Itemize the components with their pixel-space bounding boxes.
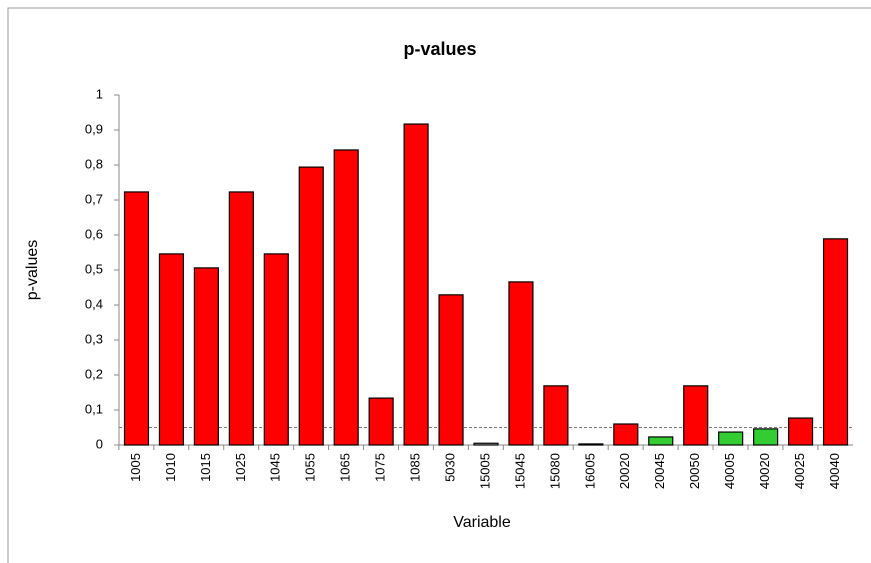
bar <box>508 281 534 446</box>
bar <box>158 253 185 446</box>
y-tick-label: 0,1 <box>85 401 103 416</box>
x-tick-label: 20050 <box>687 453 702 489</box>
y-tick-label: 0,9 <box>85 121 103 136</box>
bar <box>787 417 814 446</box>
y-tick-label: 0,6 <box>85 226 103 241</box>
y-tick-label: 0 <box>96 436 103 451</box>
x-tick-label: 5030 <box>442 453 457 482</box>
bar <box>228 191 254 446</box>
x-tick-label: 16005 <box>582 453 597 489</box>
y-tick-label: 0,3 <box>85 331 103 346</box>
x-axis-label: Variable <box>453 514 511 531</box>
x-tick-label: 1065 <box>338 453 353 482</box>
x-tick-label: 1085 <box>408 453 423 482</box>
y-axis-label: p-values <box>24 240 41 300</box>
x-tick-label: 40020 <box>757 453 772 489</box>
bar <box>473 442 499 446</box>
x-tick-label: 20020 <box>617 453 632 489</box>
x-tick-label: 1010 <box>163 453 178 482</box>
x-tick-label: 20045 <box>652 453 667 489</box>
x-tick-label: 15045 <box>512 453 527 489</box>
bar <box>578 443 604 446</box>
chart-frame <box>7 7 871 563</box>
x-tick-label: 15080 <box>547 453 562 489</box>
bar <box>438 294 464 446</box>
bar <box>368 397 394 446</box>
bar <box>543 385 569 446</box>
bar <box>648 436 674 446</box>
x-tick-label: 40025 <box>792 453 807 489</box>
y-tick-label: 0,7 <box>85 191 103 206</box>
x-tick-label: 1015 <box>198 453 213 482</box>
x-tick-label: 40040 <box>827 453 842 489</box>
y-tick-label: 0,4 <box>85 296 103 311</box>
y-tick-label: 0,2 <box>85 366 103 381</box>
x-tick-label: 1055 <box>303 453 318 482</box>
y-tick-label: 0,8 <box>85 156 103 171</box>
bar <box>123 191 150 446</box>
x-tick-label: 1025 <box>233 453 248 482</box>
bar <box>298 166 324 446</box>
bar <box>683 385 709 446</box>
x-tick-label: 40005 <box>722 453 737 489</box>
x-tick-label: 1005 <box>128 453 143 482</box>
bar <box>822 238 849 446</box>
y-tick-label: 1 <box>96 86 103 101</box>
bar <box>193 267 219 446</box>
y-tick-label: 0,5 <box>85 261 103 276</box>
bar <box>613 423 639 446</box>
x-tick-label: 1075 <box>373 453 388 482</box>
chart-title: p-values <box>403 39 476 59</box>
bar <box>403 123 429 446</box>
bar <box>263 253 289 446</box>
bar <box>718 431 744 446</box>
bar <box>333 149 359 446</box>
x-tick-label: 1045 <box>268 453 283 482</box>
bar <box>753 428 779 446</box>
x-tick-label: 15005 <box>477 453 492 489</box>
